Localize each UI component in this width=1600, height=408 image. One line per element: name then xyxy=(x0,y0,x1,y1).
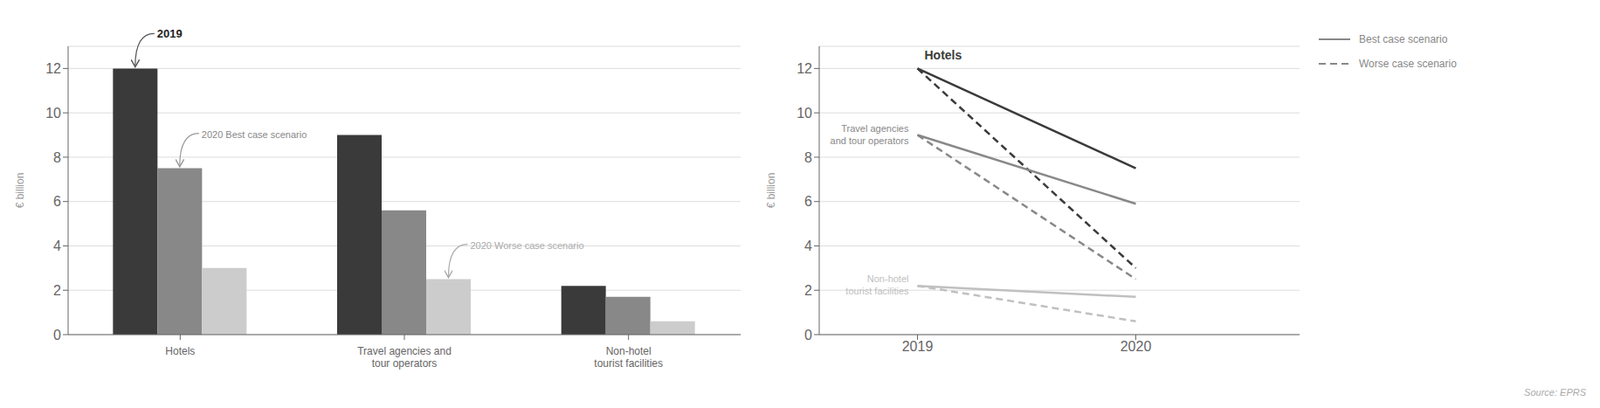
svg-text:2020 Best case scenario: 2020 Best case scenario xyxy=(201,129,307,140)
svg-text:4: 4 xyxy=(53,238,62,254)
svg-text:12: 12 xyxy=(796,61,813,76)
svg-text:€ billion: € billion xyxy=(765,172,778,209)
svg-text:Non-hoteltourist facilities: Non-hoteltourist facilities xyxy=(845,273,910,297)
html-text:Source: EPRS: Source: EPRS xyxy=(1524,386,1587,398)
svg-text:Non-hoteltourist facilities: Non-hoteltourist facilities xyxy=(593,344,663,370)
svg-text:12: 12 xyxy=(45,61,62,76)
svg-text:2020: 2020 xyxy=(1120,338,1152,354)
svg-text:Travel agenciesand tour operat: Travel agenciesand tour operators xyxy=(830,123,910,146)
svg-text:2019: 2019 xyxy=(902,338,934,354)
svg-text:Hotels: Hotels xyxy=(165,344,195,358)
svg-text:Hotels: Hotels xyxy=(924,48,963,63)
svg-text:2019: 2019 xyxy=(157,27,183,41)
svg-text:6: 6 xyxy=(804,193,813,209)
svg-text:6: 6 xyxy=(53,193,62,209)
svg-text:4: 4 xyxy=(804,238,813,254)
svg-text:2: 2 xyxy=(53,282,62,298)
html-text:Worse case scenario: Worse case scenario xyxy=(1358,57,1457,70)
svg-text:Travel agencies andtour operat: Travel agencies andtour operators xyxy=(357,344,452,370)
svg-text:2: 2 xyxy=(804,282,813,298)
svg-text:0: 0 xyxy=(53,327,62,343)
svg-text:2020 Worse case scenario: 2020 Worse case scenario xyxy=(470,240,585,251)
svg-text:8: 8 xyxy=(804,150,813,166)
svg-text:8: 8 xyxy=(53,150,62,166)
svg-text:10: 10 xyxy=(796,105,813,121)
svg-text:0: 0 xyxy=(804,327,813,343)
svg-text:€ billion: € billion xyxy=(13,172,27,209)
html-text:Best case scenario: Best case scenario xyxy=(1358,33,1448,46)
svg-text:10: 10 xyxy=(45,105,62,121)
